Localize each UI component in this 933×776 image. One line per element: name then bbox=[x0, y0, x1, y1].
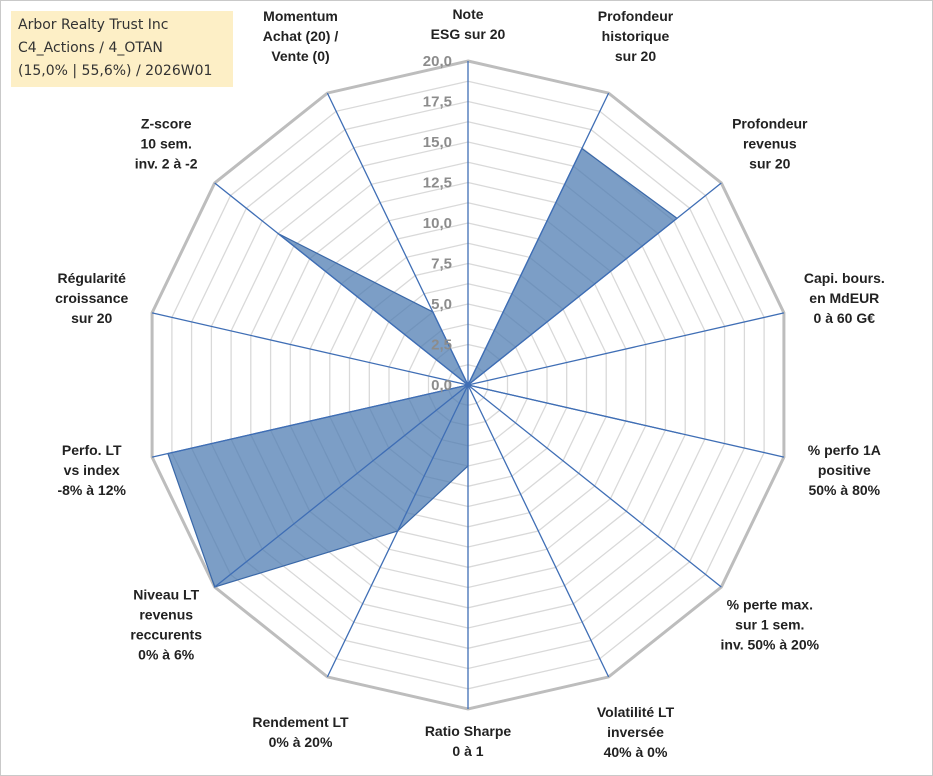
axis-label-line: 0% à 20% bbox=[269, 734, 333, 750]
axis-spoke bbox=[151, 312, 469, 386]
axis-label-line: Niveau LT bbox=[133, 587, 199, 603]
tick-label: 2,5 bbox=[431, 337, 452, 354]
chart-title-line-1: Arbor Realty Trust Inc bbox=[18, 17, 169, 33]
axis-label: Profondeur revenus sur 20 bbox=[732, 115, 808, 171]
axis-label: Niveau LT revenus reccurents 0% à 6% bbox=[130, 587, 202, 663]
axis-label-line: sur 20 bbox=[615, 48, 656, 64]
axis-label-line: vs index bbox=[64, 462, 120, 478]
axis-label: % perfo 1A positive 50% à 80% bbox=[808, 442, 881, 498]
axis-label: Capi. bours. en MdEUR 0 à 60 G€ bbox=[804, 270, 885, 326]
axis-label-line: -8% à 12% bbox=[57, 482, 126, 498]
tick-label: 12,5 bbox=[423, 175, 452, 192]
axis-label-line: revenus bbox=[743, 135, 797, 151]
chart-title-box: Arbor Realty Trust Inc C4_Actions / 4_OT… bbox=[11, 11, 233, 87]
axis-label-line: 40% à 0% bbox=[604, 744, 668, 760]
axis-label-line: inv. 50% à 20% bbox=[721, 637, 820, 653]
axis-label: % perte max. sur 1 sem. inv. 50% à 20% bbox=[721, 597, 820, 653]
axis-spoke bbox=[326, 384, 469, 678]
axis-label: Régularité croissance sur 20 bbox=[55, 270, 128, 326]
axis-spoke bbox=[151, 384, 469, 458]
axis-spoke bbox=[214, 182, 469, 386]
axis-label-line: ESG sur 20 bbox=[431, 26, 506, 42]
axis-label-line: Achat (20) / bbox=[263, 28, 339, 44]
axis-label-line: sur 1 sem. bbox=[735, 617, 804, 633]
tick-label: 10,0 bbox=[423, 215, 452, 232]
axis-spoke bbox=[467, 384, 785, 458]
axis-label: Rendement LT 0% à 20% bbox=[252, 714, 349, 750]
axis-label-line: Volatilité LT bbox=[597, 704, 675, 720]
axis-label-line: Capi. bours. bbox=[804, 270, 885, 286]
axis-label-line: Profondeur bbox=[598, 8, 674, 24]
axis-spoke bbox=[214, 384, 469, 588]
axis-label-line: % perte max. bbox=[727, 597, 813, 613]
axis-label: Momentum Achat (20) / Vente (0) bbox=[263, 8, 339, 64]
axis-label-line: Profondeur bbox=[732, 115, 808, 131]
axis-label: Profondeur historique sur 20 bbox=[598, 8, 674, 64]
chart-title-line-2: C4_Actions / 4_OTAN bbox=[18, 40, 163, 56]
axis-label: Note ESG sur 20 bbox=[431, 6, 506, 42]
axis-label-line: sur 20 bbox=[749, 155, 790, 171]
axis-spoke bbox=[326, 92, 469, 386]
axis-label: Z-score 10 sem. inv. 2 à -2 bbox=[135, 115, 198, 171]
axis-label-line: positive bbox=[818, 462, 871, 478]
tick-label: 0,0 bbox=[431, 377, 452, 394]
axis-spoke bbox=[467, 92, 610, 386]
axis-label-line: sur 20 bbox=[71, 310, 112, 326]
axis-label-line: 0 à 60 G€ bbox=[814, 310, 876, 326]
axis-label-line: 50% à 80% bbox=[808, 482, 880, 498]
axis-label-line: Rendement LT bbox=[252, 714, 349, 730]
axis-label-line: Régularité bbox=[57, 270, 126, 286]
axis-label-line: Ratio Sharpe bbox=[425, 723, 512, 739]
axis-label-line: Perfo. LT bbox=[62, 442, 122, 458]
axis-label-line: 0% à 6% bbox=[138, 647, 195, 663]
chart-title-line-3: (15,0% | 55,6%) / 2026W01 bbox=[18, 63, 213, 79]
tick-label: 15,0 bbox=[423, 134, 452, 151]
axis-label-line: en MdEUR bbox=[809, 290, 879, 306]
axis-spoke bbox=[467, 384, 610, 678]
axis-spoke bbox=[467, 384, 722, 588]
axis-label: Perfo. LT vs index -8% à 12% bbox=[57, 442, 126, 498]
axis-label-line: 0 à 1 bbox=[452, 743, 483, 759]
axis-label-line: 10 sem. bbox=[141, 135, 192, 151]
axis-label-line: Z-score bbox=[141, 115, 192, 131]
axis-label-line: historique bbox=[602, 28, 670, 44]
axis-label-line: inversée bbox=[607, 724, 664, 740]
axis-label-line: Note bbox=[452, 6, 483, 22]
axis-label-line: reccurents bbox=[130, 627, 202, 643]
tick-label: 20,0 bbox=[423, 53, 452, 70]
axis-label-line: Momentum bbox=[263, 8, 338, 24]
tick-label: 5,0 bbox=[431, 296, 452, 313]
axis-label-line: Vente (0) bbox=[271, 48, 329, 64]
tick-label: 17,5 bbox=[423, 94, 452, 111]
axis-label-line: croissance bbox=[55, 290, 128, 306]
axis-label-line: inv. 2 à -2 bbox=[135, 155, 198, 171]
tick-label: 7,5 bbox=[431, 256, 452, 273]
axis-label: Ratio Sharpe 0 à 1 bbox=[425, 723, 512, 759]
axis-label-line: % perfo 1A bbox=[808, 442, 881, 458]
axis-spoke bbox=[467, 312, 785, 386]
axis-label: Volatilité LT inversée 40% à 0% bbox=[597, 704, 675, 760]
axis-label-line: revenus bbox=[139, 607, 193, 623]
axis-spoke bbox=[467, 182, 722, 386]
